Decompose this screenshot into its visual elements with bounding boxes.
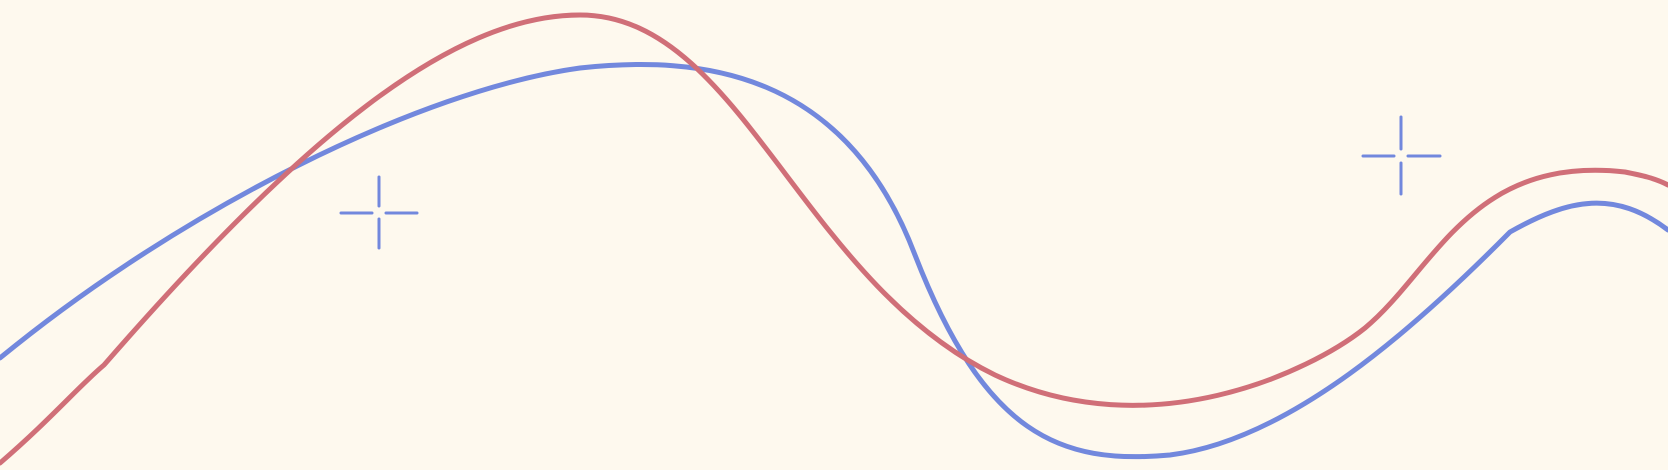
red-wave-line — [0, 12, 1668, 466]
sparkle-icon — [339, 175, 419, 250]
blue-wave-line — [0, 62, 1668, 460]
sparkle-icon — [1361, 115, 1442, 196]
